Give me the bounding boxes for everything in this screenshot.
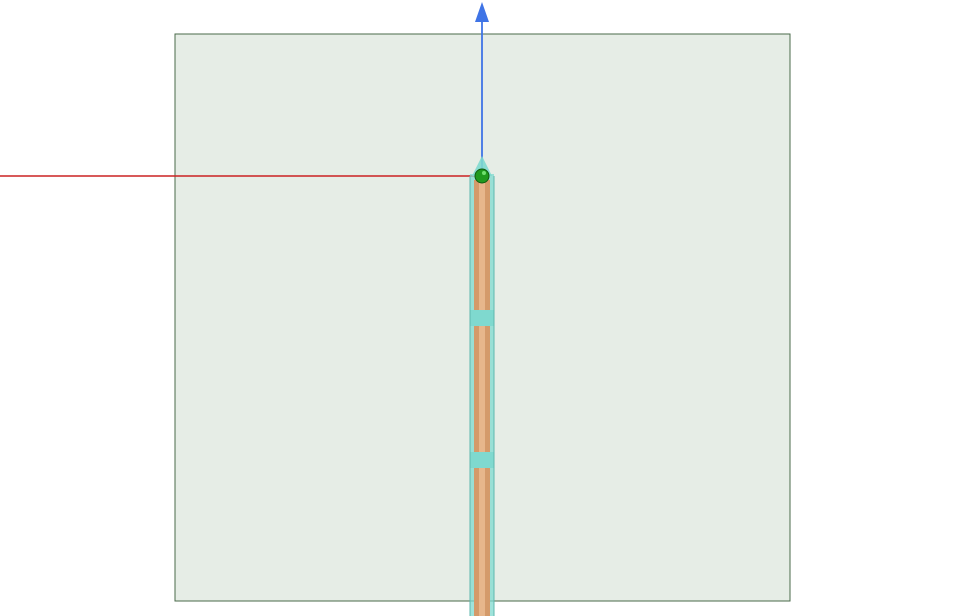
probe-band-1 xyxy=(470,310,494,326)
probe-band-2 xyxy=(470,452,494,468)
probe-core-highlight-3 xyxy=(479,468,485,616)
origin-marker-icon[interactable] xyxy=(474,168,490,184)
probe-core-highlight-1 xyxy=(479,180,485,310)
z-axis-arrow-icon[interactable] xyxy=(475,2,489,176)
origin-marker-highlight xyxy=(482,171,486,175)
probe-shaft[interactable] xyxy=(469,156,495,616)
probe-core-highlight-2 xyxy=(479,326,485,452)
